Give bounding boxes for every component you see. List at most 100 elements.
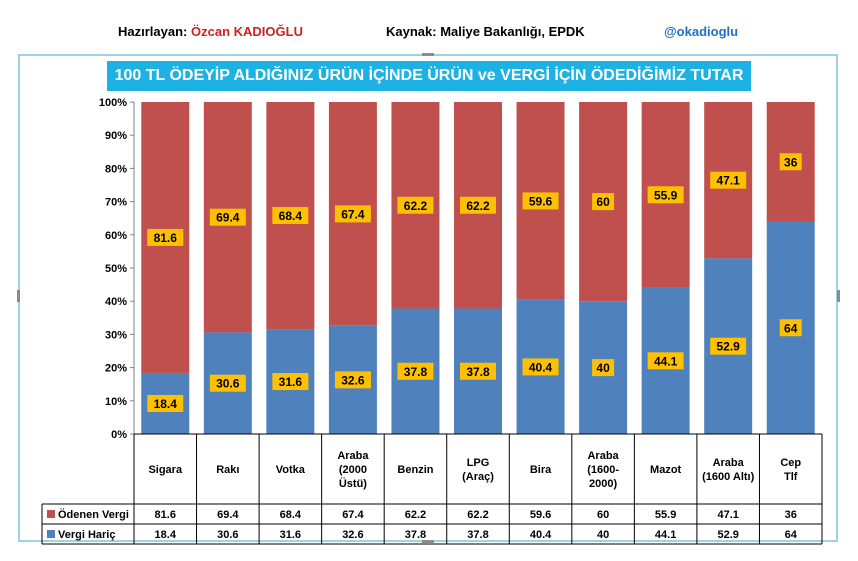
- twitter-handle: @okadioglu: [664, 24, 739, 39]
- data-label-vergi-haric: 31.6: [279, 375, 303, 389]
- table-value: 36: [785, 509, 797, 521]
- table-value: 37.8: [405, 529, 426, 541]
- data-label-vergi-haric: 37.8: [466, 365, 490, 379]
- category-label: (1600 Altı): [702, 471, 755, 483]
- data-label-odenen-vergi-bg: [209, 208, 246, 226]
- data-label-vergi-haric-bg: [710, 337, 747, 355]
- legend-swatch: [47, 530, 55, 538]
- category-label: 2000): [589, 478, 617, 490]
- category-label: Üstü): [339, 477, 367, 490]
- table-value: 31.6: [280, 529, 301, 541]
- data-label-vergi-haric: 40.4: [529, 360, 553, 374]
- y-tick-label: 80%: [105, 163, 127, 175]
- category-label: Mazot: [650, 464, 682, 476]
- table-value: 47.1: [717, 509, 738, 521]
- data-label-vergi-haric: 44.1: [654, 354, 678, 368]
- table-value: 64: [785, 529, 798, 541]
- data-label-odenen-vergi: 55.9: [654, 188, 678, 202]
- table-value: 52.9: [717, 529, 738, 541]
- data-label-vergi-haric: 32.6: [341, 373, 365, 387]
- resize-handle-top-icon[interactable]: [422, 53, 434, 56]
- data-label-vergi-haric-bg: [397, 362, 434, 380]
- y-tick-label: 40%: [105, 296, 127, 308]
- data-label-odenen-vergi: 47.1: [717, 174, 741, 188]
- data-label-vergi-haric-bg: [647, 352, 684, 370]
- y-tick-label: 50%: [105, 263, 127, 275]
- data-label-odenen-vergi: 60: [596, 195, 610, 209]
- data-label-vergi-haric: 40: [596, 361, 610, 375]
- author-name: Özcan KADIOĞLU: [191, 24, 303, 39]
- category-label: Araba: [337, 450, 369, 462]
- resize-handle-left-icon[interactable]: [17, 290, 20, 302]
- data-label-odenen-vergi-bg: [779, 153, 802, 171]
- data-label-vergi-haric: 64: [784, 321, 798, 335]
- data-label-odenen-vergi: 81.6: [154, 231, 178, 245]
- data-label-odenen-vergi: 67.4: [341, 207, 365, 221]
- y-tick-label: 90%: [105, 130, 127, 142]
- author-credit: Hazırlayan: Özcan KADIOĞLU: [118, 24, 303, 39]
- data-label-vergi-haric-bg: [272, 373, 309, 391]
- resize-handle-right-icon[interactable]: [837, 290, 840, 302]
- data-label-odenen-vergi: 69.4: [216, 211, 240, 225]
- table-value: 44.1: [655, 529, 676, 541]
- data-label-vergi-haric-bg: [147, 394, 184, 412]
- data-label-odenen-vergi-bg: [460, 196, 496, 214]
- category-label: Araba: [713, 457, 745, 469]
- data-label-odenen-vergi: 68.4: [279, 209, 303, 223]
- y-tick-label: 0%: [111, 429, 127, 441]
- legend-swatch: [47, 510, 55, 518]
- data-label-odenen-vergi-bg: [147, 228, 184, 246]
- data-label-odenen-vergi-bg: [272, 207, 309, 225]
- data-label-vergi-haric: 30.6: [216, 377, 240, 391]
- table-value: 60: [597, 509, 609, 521]
- table-value: 68.4: [280, 509, 302, 521]
- data-label-vergi-haric-bg: [334, 371, 371, 389]
- chart-title: 100 TL ÖDEYİP ALDIĞINIZ ÜRÜN İÇİNDE ÜRÜN…: [107, 61, 751, 91]
- y-tick-label: 30%: [105, 329, 127, 341]
- category-label: Araba: [587, 450, 619, 462]
- table-value: 37.8: [467, 529, 488, 541]
- legend-label: Vergi Hariç: [58, 529, 115, 541]
- legend-label: Ödenen Vergi: [58, 508, 129, 521]
- data-label-odenen-vergi-bg: [334, 205, 371, 223]
- table-value: 62.2: [467, 509, 488, 521]
- category-label: Bira: [530, 464, 552, 476]
- data-label-vergi-haric-bg: [209, 374, 246, 392]
- category-label: Tlf: [784, 471, 798, 483]
- author-label: Hazırlayan:: [118, 24, 188, 39]
- table-value: 30.6: [217, 529, 238, 541]
- table-value: 62.2: [405, 509, 426, 521]
- category-label: (1600-: [587, 464, 619, 476]
- table-value: 67.4: [342, 509, 364, 521]
- data-label-odenen-vergi: 62.2: [404, 199, 428, 213]
- data-label-odenen-vergi-bg: [397, 196, 434, 214]
- table-value: 81.6: [155, 509, 176, 521]
- source-credit: Kaynak: Maliye Bakanlığı, EPDK: [386, 24, 585, 39]
- category-label: Sigara: [148, 464, 183, 476]
- category-label: Benzin: [397, 464, 433, 476]
- table-value: 18.4: [155, 529, 177, 541]
- category-label: (2000: [339, 464, 367, 476]
- data-label-odenen-vergi: 36: [784, 155, 798, 169]
- data-label-odenen-vergi: 59.6: [529, 194, 553, 208]
- data-label-vergi-haric-bg: [460, 362, 496, 380]
- table-value: 59.6: [530, 509, 551, 521]
- data-label-vergi-haric: 37.8: [404, 365, 428, 379]
- category-label: Cep: [780, 457, 801, 469]
- y-tick-label: 20%: [105, 363, 127, 375]
- resize-handle-bottom-icon[interactable]: [422, 540, 434, 543]
- category-label: (Araç): [462, 471, 494, 483]
- table-value: 69.4: [217, 509, 239, 521]
- y-tick-label: 70%: [105, 197, 127, 209]
- y-tick-label: 100%: [99, 97, 127, 109]
- data-label-odenen-vergi-bg: [647, 186, 684, 204]
- table-value: 40: [597, 529, 609, 541]
- table-value: 32.6: [342, 529, 363, 541]
- data-label-vergi-haric: 18.4: [154, 397, 178, 411]
- data-label-odenen-vergi-bg: [592, 193, 615, 211]
- category-label: Rakı: [216, 464, 239, 476]
- y-tick-label: 10%: [105, 396, 127, 408]
- data-label-vergi-haric-bg: [779, 319, 802, 337]
- data-label-odenen-vergi-bg: [522, 192, 559, 210]
